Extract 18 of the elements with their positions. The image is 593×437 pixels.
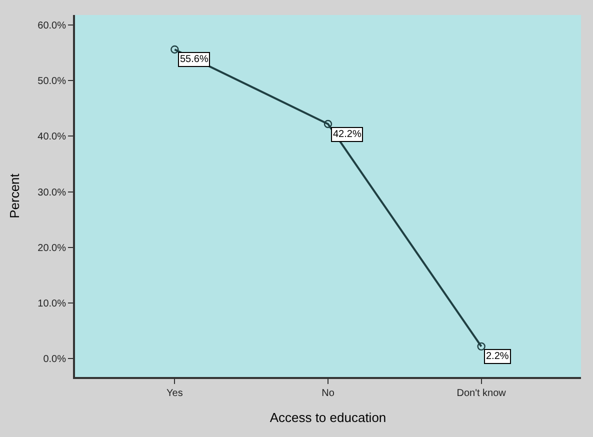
data-label: 2.2% — [486, 351, 509, 362]
y-tick-label: 0.0% — [43, 354, 66, 366]
y-tick-label: 60.0% — [38, 20, 66, 32]
x-tick-label: Yes — [166, 388, 183, 399]
y-tick-label: 20.0% — [38, 242, 66, 254]
x-tick-label: No — [322, 388, 335, 399]
y-tick-label: 10.0% — [38, 298, 66, 310]
point — [477, 342, 486, 351]
point — [170, 45, 179, 54]
x-tick-label: Don't know — [456, 388, 507, 399]
y-tick-label: 30.0% — [38, 187, 66, 198]
data-label: 55.6% — [180, 54, 208, 65]
y-tick-label: 40.0% — [38, 132, 66, 143]
data-label: 42.2% — [333, 129, 362, 140]
y-tick-label: 50.0% — [38, 76, 66, 88]
x-axis-title: Access to education — [270, 410, 386, 426]
y-axis-title: Percent — [7, 173, 22, 218]
point — [324, 120, 332, 128]
